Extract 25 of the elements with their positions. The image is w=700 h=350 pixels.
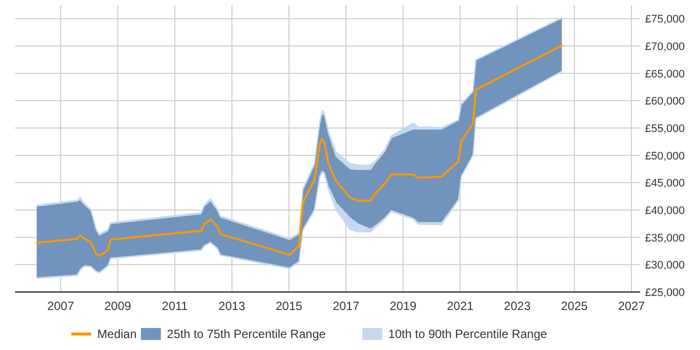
x-tick-label: 2025 (561, 299, 588, 313)
legend-label: 10th to 90th Percentile Range (388, 327, 548, 341)
legend-label: Median (97, 327, 137, 341)
x-tick-label: 2017 (332, 299, 360, 313)
x-tick-label: 2027 (618, 299, 646, 313)
x-tick-label: 2023 (504, 299, 531, 313)
legend-label: 25th to 75th Percentile Range (166, 327, 326, 341)
y-tick-label: £70,000 (645, 41, 685, 53)
y-tick-label: £30,000 (645, 260, 685, 272)
x-tick-label: 2019 (390, 299, 417, 313)
x-tick-label: 2015 (276, 299, 303, 313)
y-tick-label: £50,000 (645, 150, 685, 162)
y-tick-label: £60,000 (645, 96, 685, 108)
x-tick-label: 2021 (446, 299, 474, 313)
x-tick-label: 2011 (162, 299, 188, 313)
y-tick-label: £55,000 (645, 123, 685, 135)
x-tick-label: 2013 (218, 299, 246, 313)
y-tick-label: £45,000 (645, 178, 685, 190)
x-tick-label: 2007 (47, 299, 74, 313)
x-tick-label: 2009 (104, 299, 132, 313)
y-tick-label: £40,000 (645, 205, 685, 217)
y-tick-label: £65,000 (645, 68, 685, 80)
y-tick-label: £25,000 (645, 287, 685, 299)
y-tick-label: £35,000 (645, 232, 685, 244)
y-tick-label: £75,000 (645, 14, 685, 26)
